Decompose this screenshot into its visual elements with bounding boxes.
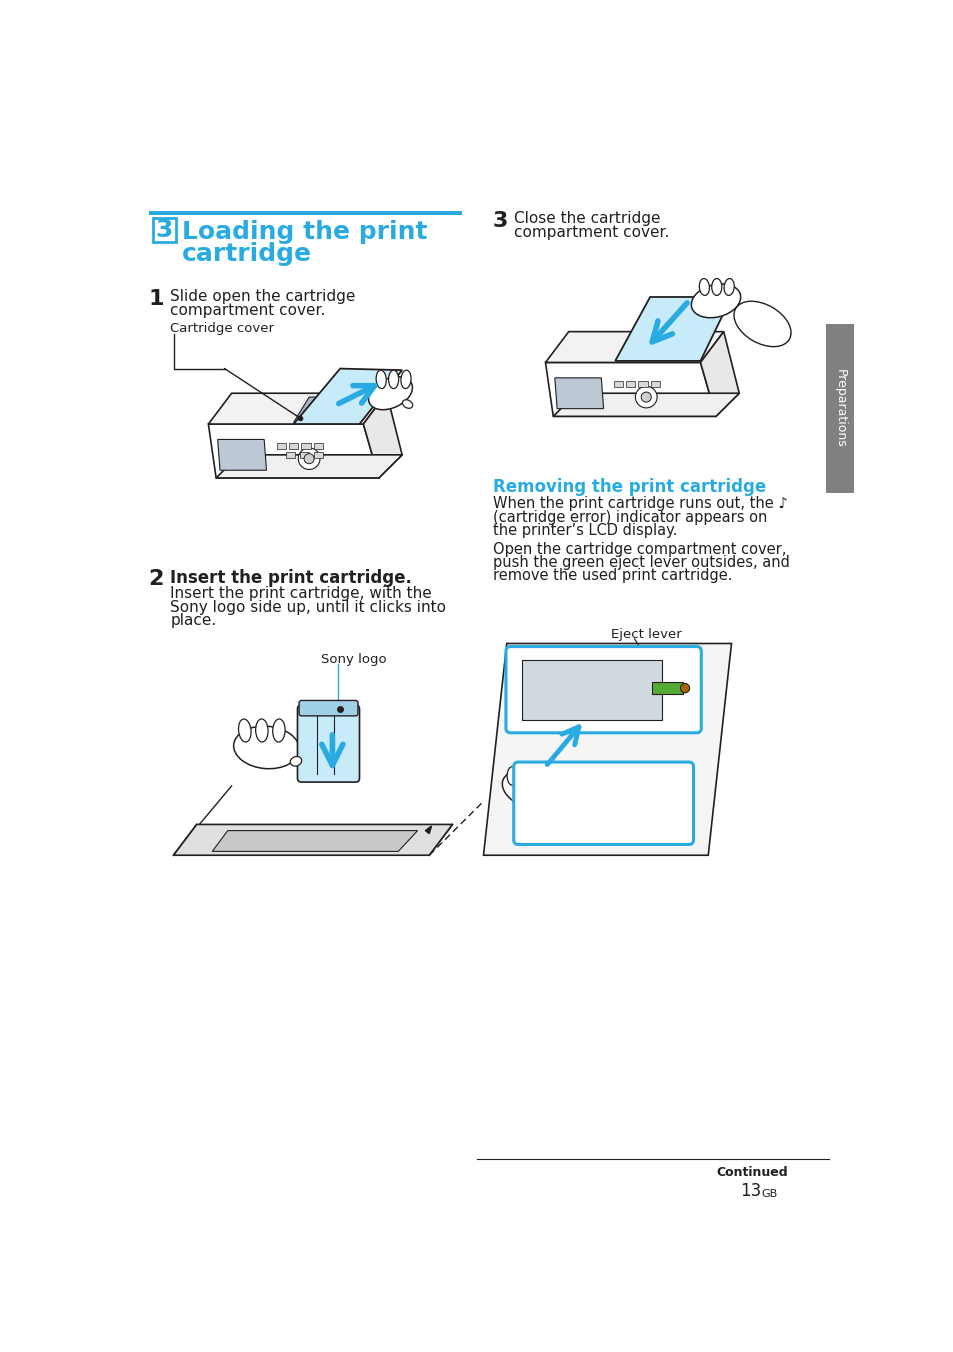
Ellipse shape	[400, 370, 411, 388]
Polygon shape	[294, 397, 371, 422]
Ellipse shape	[304, 454, 314, 464]
Ellipse shape	[298, 448, 319, 469]
Bar	[613, 381, 622, 387]
Text: Continued: Continued	[716, 1165, 787, 1179]
Polygon shape	[216, 454, 402, 479]
Ellipse shape	[723, 279, 734, 296]
Text: Preparations: Preparations	[833, 369, 845, 448]
Ellipse shape	[699, 279, 709, 296]
FancyBboxPatch shape	[297, 706, 359, 781]
Polygon shape	[545, 331, 723, 362]
Text: Cartridge cover: Cartridge cover	[171, 322, 274, 335]
Polygon shape	[555, 377, 603, 408]
Bar	[638, 381, 647, 387]
Ellipse shape	[233, 726, 299, 769]
Text: Open the cartridge compartment cover,: Open the cartridge compartment cover,	[493, 542, 785, 557]
Ellipse shape	[640, 392, 651, 402]
Polygon shape	[363, 393, 402, 479]
Text: ♪: ♪	[566, 796, 578, 814]
Polygon shape	[173, 825, 452, 856]
Bar	[289, 442, 298, 449]
Ellipse shape	[368, 377, 412, 410]
Ellipse shape	[255, 719, 268, 742]
Polygon shape	[700, 331, 739, 416]
Text: cartridge: cartridge	[182, 242, 312, 265]
Text: Sony logo: Sony logo	[320, 653, 386, 667]
Text: Sony logo side up, until it clicks into: Sony logo side up, until it clicks into	[171, 599, 446, 615]
Polygon shape	[208, 393, 386, 425]
Ellipse shape	[290, 757, 301, 767]
Text: Close the cartridge: Close the cartridge	[514, 211, 660, 226]
Ellipse shape	[733, 301, 790, 346]
Bar	[652, 681, 682, 694]
Bar	[299, 452, 309, 458]
Text: Removing the print cartridge: Removing the print cartridge	[493, 479, 765, 496]
Text: (cartridge error) indicator appears on: (cartridge error) indicator appears on	[493, 510, 766, 525]
Polygon shape	[208, 425, 378, 479]
Text: Insert the print cartridge, with the: Insert the print cartridge, with the	[171, 585, 432, 600]
Polygon shape	[615, 297, 731, 361]
FancyBboxPatch shape	[505, 646, 700, 733]
Text: compartment cover.: compartment cover.	[514, 224, 669, 239]
Bar	[286, 452, 294, 458]
Text: 3: 3	[493, 211, 508, 231]
Text: Slide open the cartridge: Slide open the cartridge	[171, 289, 355, 304]
Text: MEMORY STICK: MEMORY STICK	[541, 779, 616, 788]
Ellipse shape	[388, 370, 398, 388]
Polygon shape	[483, 644, 731, 856]
Bar	[825, 324, 853, 493]
Text: compartment cover.: compartment cover.	[171, 303, 325, 318]
Text: remove the used print cartridge.: remove the used print cartridge.	[493, 568, 732, 583]
Text: 3: 3	[155, 218, 172, 242]
Bar	[625, 381, 635, 387]
Bar	[301, 442, 311, 449]
Ellipse shape	[635, 387, 657, 408]
Polygon shape	[217, 439, 266, 470]
Ellipse shape	[531, 767, 541, 786]
Ellipse shape	[679, 684, 689, 692]
Bar	[276, 442, 286, 449]
Text: push the green eject lever outsides, and: push the green eject lever outsides, and	[493, 554, 789, 571]
Polygon shape	[212, 830, 417, 852]
Ellipse shape	[402, 400, 413, 408]
Ellipse shape	[375, 370, 386, 388]
Polygon shape	[425, 826, 431, 834]
Text: When the print cartridge runs out, the ♪: When the print cartridge runs out, the ♪	[493, 496, 787, 511]
Bar	[650, 381, 659, 387]
Polygon shape	[294, 369, 402, 425]
FancyBboxPatch shape	[298, 700, 357, 715]
Text: 1: 1	[149, 289, 164, 310]
FancyBboxPatch shape	[513, 763, 693, 845]
Ellipse shape	[507, 767, 517, 786]
Bar	[149, 211, 461, 215]
Bar	[152, 219, 175, 242]
Text: place.: place.	[171, 614, 216, 629]
Ellipse shape	[519, 767, 529, 786]
Text: the printer’s LCD display.: the printer’s LCD display.	[493, 523, 677, 538]
Text: Eject lever: Eject lever	[611, 629, 681, 641]
Bar	[521, 660, 661, 721]
Ellipse shape	[273, 719, 285, 742]
Polygon shape	[545, 362, 716, 416]
Text: GB: GB	[760, 1188, 777, 1199]
Bar	[314, 442, 323, 449]
Text: 2: 2	[149, 569, 164, 589]
Ellipse shape	[711, 279, 721, 296]
Ellipse shape	[502, 772, 549, 808]
Polygon shape	[553, 393, 739, 416]
Text: 13: 13	[740, 1183, 760, 1201]
Ellipse shape	[238, 719, 251, 742]
Bar	[314, 452, 323, 458]
Ellipse shape	[691, 284, 740, 318]
Text: Insert the print cartridge.: Insert the print cartridge.	[171, 569, 412, 587]
Text: Loading the print: Loading the print	[182, 220, 427, 243]
